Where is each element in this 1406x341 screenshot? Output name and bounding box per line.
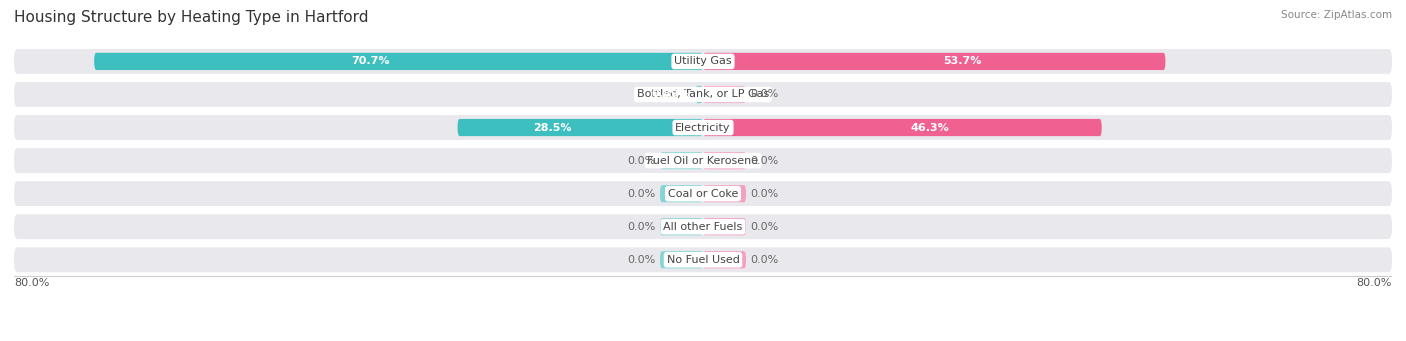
Text: Utility Gas: Utility Gas: [675, 56, 731, 66]
FancyBboxPatch shape: [703, 152, 747, 169]
Text: Housing Structure by Heating Type in Hartford: Housing Structure by Heating Type in Har…: [14, 10, 368, 25]
FancyBboxPatch shape: [659, 152, 703, 169]
Text: 0.0%: 0.0%: [751, 89, 779, 100]
Text: 46.3%: 46.3%: [911, 122, 949, 133]
FancyBboxPatch shape: [703, 119, 1102, 136]
FancyBboxPatch shape: [14, 115, 1392, 140]
FancyBboxPatch shape: [703, 251, 747, 268]
Text: Coal or Coke: Coal or Coke: [668, 189, 738, 199]
Text: 0.0%: 0.0%: [627, 189, 655, 199]
Text: 80.0%: 80.0%: [1357, 278, 1392, 288]
FancyBboxPatch shape: [696, 86, 703, 103]
Text: 28.5%: 28.5%: [533, 122, 572, 133]
FancyBboxPatch shape: [703, 185, 747, 202]
Text: Source: ZipAtlas.com: Source: ZipAtlas.com: [1281, 10, 1392, 20]
Text: 0.0%: 0.0%: [751, 189, 779, 199]
FancyBboxPatch shape: [94, 53, 703, 70]
Text: 0.0%: 0.0%: [751, 222, 779, 232]
FancyBboxPatch shape: [14, 49, 1392, 74]
FancyBboxPatch shape: [14, 247, 1392, 272]
FancyBboxPatch shape: [14, 148, 1392, 173]
Text: 0.0%: 0.0%: [627, 255, 655, 265]
FancyBboxPatch shape: [659, 185, 703, 202]
Text: 0.0%: 0.0%: [751, 255, 779, 265]
FancyBboxPatch shape: [703, 218, 747, 235]
FancyBboxPatch shape: [14, 214, 1392, 239]
Text: 70.7%: 70.7%: [352, 56, 389, 66]
Text: 80.0%: 80.0%: [14, 278, 49, 288]
FancyBboxPatch shape: [457, 119, 703, 136]
Text: 0.89%: 0.89%: [652, 89, 690, 100]
Text: All other Fuels: All other Fuels: [664, 222, 742, 232]
FancyBboxPatch shape: [703, 53, 1166, 70]
Text: 53.7%: 53.7%: [943, 56, 981, 66]
FancyBboxPatch shape: [703, 86, 747, 103]
Text: Fuel Oil or Kerosene: Fuel Oil or Kerosene: [647, 155, 759, 166]
Text: 0.0%: 0.0%: [627, 155, 655, 166]
Text: 0.0%: 0.0%: [627, 222, 655, 232]
FancyBboxPatch shape: [659, 218, 703, 235]
FancyBboxPatch shape: [14, 181, 1392, 206]
Text: Electricity: Electricity: [675, 122, 731, 133]
Text: No Fuel Used: No Fuel Used: [666, 255, 740, 265]
FancyBboxPatch shape: [14, 82, 1392, 107]
FancyBboxPatch shape: [659, 251, 703, 268]
Text: Bottled, Tank, or LP Gas: Bottled, Tank, or LP Gas: [637, 89, 769, 100]
Text: 0.0%: 0.0%: [751, 155, 779, 166]
